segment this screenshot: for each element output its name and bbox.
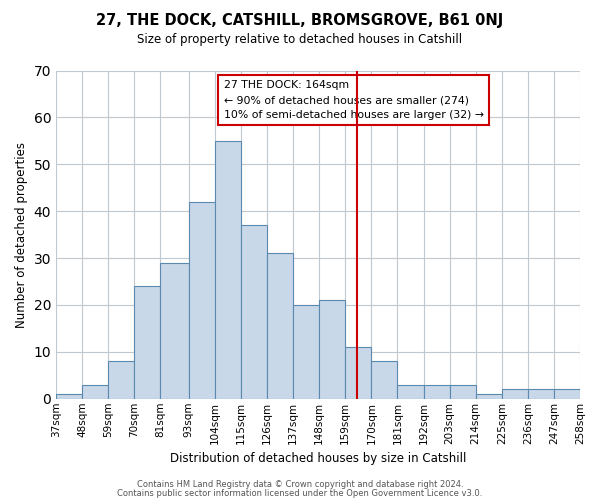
Text: 27 THE DOCK: 164sqm
← 90% of detached houses are smaller (274)
10% of semi-detac: 27 THE DOCK: 164sqm ← 90% of detached ho… xyxy=(224,80,484,120)
Y-axis label: Number of detached properties: Number of detached properties xyxy=(15,142,28,328)
Text: Contains public sector information licensed under the Open Government Licence v3: Contains public sector information licen… xyxy=(118,489,482,498)
Bar xyxy=(293,305,319,399)
Text: Contains HM Land Registry data © Crown copyright and database right 2024.: Contains HM Land Registry data © Crown c… xyxy=(137,480,463,489)
Bar xyxy=(371,361,397,399)
Bar xyxy=(241,226,267,399)
Bar xyxy=(134,286,160,399)
Bar xyxy=(397,384,424,399)
Text: 27, THE DOCK, CATSHILL, BROMSGROVE, B61 0NJ: 27, THE DOCK, CATSHILL, BROMSGROVE, B61 … xyxy=(97,12,503,28)
Bar xyxy=(424,384,449,399)
X-axis label: Distribution of detached houses by size in Catshill: Distribution of detached houses by size … xyxy=(170,452,466,465)
Bar xyxy=(502,390,528,399)
Bar xyxy=(160,263,189,399)
Bar xyxy=(56,394,82,399)
Bar xyxy=(449,384,476,399)
Bar xyxy=(476,394,502,399)
Bar xyxy=(345,347,371,399)
Bar xyxy=(82,384,108,399)
Bar xyxy=(319,300,345,399)
Text: Size of property relative to detached houses in Catshill: Size of property relative to detached ho… xyxy=(137,32,463,46)
Bar xyxy=(528,390,554,399)
Bar xyxy=(215,141,241,399)
Bar xyxy=(108,361,134,399)
Bar xyxy=(554,390,580,399)
Bar xyxy=(189,202,215,399)
Bar xyxy=(267,254,293,399)
